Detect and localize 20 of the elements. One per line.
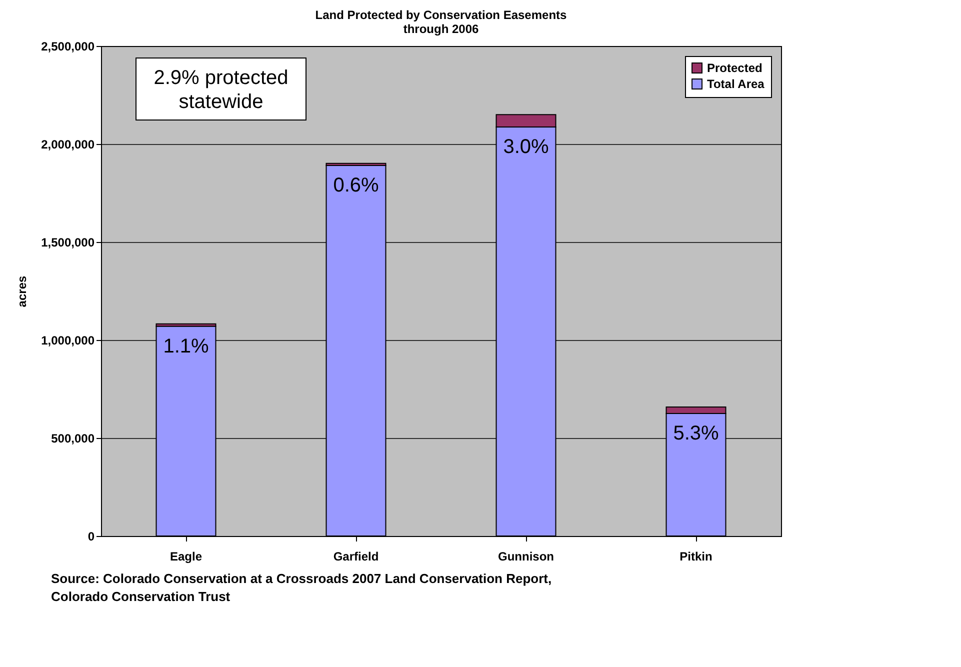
x-tick-label: Gunnison xyxy=(498,550,554,564)
annotation: 2.9% protected statewide xyxy=(154,67,288,113)
x-tick-label: Eagle xyxy=(170,550,202,564)
legend-label: Protected xyxy=(707,61,762,75)
y-tick-label: 1,000,000 xyxy=(41,334,95,348)
y-tick-label: 2,500,000 xyxy=(41,40,95,54)
chart-title: Land Protected by Conservation Easements through 2006 xyxy=(315,8,568,36)
y-tick-label: 500,000 xyxy=(51,432,95,446)
source-note: Source: Colorado Conservation at a Crossroads 2007 Land Conservation Report, Colorado Conservation Trust xyxy=(51,571,552,604)
annotation: 3.0% xyxy=(503,136,550,158)
x-tick-label: Pitkin xyxy=(680,550,712,564)
annotation: 0.6% xyxy=(333,174,380,197)
annotation: 5.3% xyxy=(673,422,720,444)
y-tick-label: 1,500,000 xyxy=(41,236,95,250)
y-tick-label: 0 xyxy=(88,530,95,544)
y-tick-label: 2,000,000 xyxy=(41,138,95,152)
x-tick-label: Garfield xyxy=(333,550,379,564)
legend-label: Total Area xyxy=(707,77,765,91)
y-axis-title: acres xyxy=(15,275,30,308)
annotation: 1.1% xyxy=(163,335,210,358)
